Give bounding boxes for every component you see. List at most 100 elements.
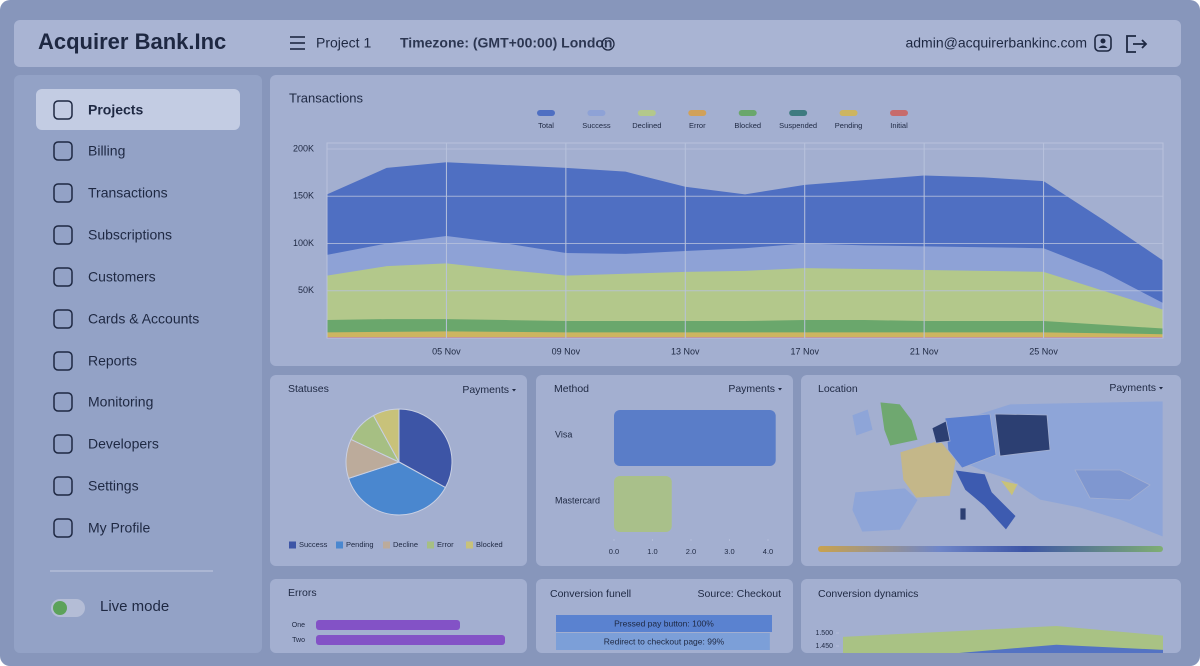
x-tick-label: 21 Nov	[910, 346, 939, 356]
funnel-bar	[556, 615, 772, 632]
bar	[614, 476, 672, 532]
dropdown[interactable]: Payments	[728, 383, 775, 395]
legend-marker	[738, 110, 757, 116]
nav-item[interactable]: Projects	[88, 102, 143, 118]
x-tick-label: 17 Nov	[790, 346, 819, 356]
bar	[316, 635, 505, 645]
legend-marker	[336, 541, 343, 549]
dropdown[interactable]: Payments	[1109, 382, 1156, 394]
legend-label: Error	[437, 540, 454, 549]
card-title: Statuses	[288, 383, 329, 395]
map-scale-bar	[818, 546, 1163, 552]
legend-label[interactable]: Pending	[835, 121, 863, 130]
nav-item[interactable]: Subscriptions	[88, 227, 172, 243]
map-region	[851, 487, 919, 533]
legend-marker	[789, 110, 808, 116]
map-region	[999, 479, 1019, 497]
card-title: Conversion funell	[550, 588, 631, 600]
legend-marker	[839, 110, 858, 116]
plot	[843, 625, 1163, 653]
nav-item[interactable]: Transactions	[88, 185, 168, 201]
x-tick-label: 2.0	[686, 547, 696, 556]
nav-item[interactable]: Monitoring	[88, 394, 153, 410]
nav-icon	[53, 100, 73, 120]
map-region	[954, 469, 1017, 531]
category-label: One	[292, 622, 305, 629]
sidebar	[14, 75, 262, 653]
series-area	[327, 331, 1163, 338]
legend-marker	[289, 541, 296, 549]
legend-marker	[537, 110, 555, 116]
plot	[327, 162, 1163, 338]
method-card	[536, 375, 793, 566]
map-region	[994, 413, 1051, 457]
legend-label[interactable]: Blocked	[734, 121, 761, 130]
nav-icon	[53, 183, 73, 203]
legend-label[interactable]: Suspended	[779, 121, 817, 130]
user-icon[interactable]	[1094, 34, 1112, 52]
nav-item[interactable]: Reports	[88, 353, 137, 369]
legend-label: Decline	[393, 540, 418, 549]
logout-icon[interactable]	[1126, 35, 1148, 53]
legend-label[interactable]: Error	[689, 121, 706, 130]
y-tick-label: 1.500	[815, 630, 833, 637]
active-nav-highlight	[36, 89, 240, 130]
nav-icon	[53, 476, 73, 496]
map-region	[1074, 469, 1151, 501]
map-region	[944, 413, 997, 469]
nav-item[interactable]: My Profile	[88, 520, 150, 536]
live-toggle[interactable]	[51, 599, 85, 617]
nav-icon	[53, 267, 73, 287]
category-label: Visa	[555, 429, 572, 439]
legend-label: Success	[299, 540, 328, 549]
dropdown[interactable]: Payments	[462, 384, 509, 396]
legend-marker	[637, 110, 656, 116]
nav-item[interactable]: Developers	[88, 436, 159, 452]
legend-marker	[688, 110, 707, 116]
nav-item[interactable]: Billing	[88, 143, 125, 159]
timezone: Timezone: (GMT+00:00) London	[400, 35, 612, 51]
help-icon[interactable]	[601, 37, 615, 51]
user-email: admin@acquirerbankinc.com	[905, 35, 1087, 51]
menu-icon[interactable]	[290, 36, 305, 50]
nav-item[interactable]: Settings	[88, 478, 139, 494]
dropdown-caret	[512, 389, 516, 392]
project-name[interactable]: Project 1	[316, 35, 371, 51]
x-tick-label: 0.0	[609, 547, 619, 556]
y-tick-label: 150K	[293, 191, 314, 201]
card-title: Location	[818, 383, 858, 395]
nav-item[interactable]: Cards & Accounts	[88, 311, 199, 327]
legend-label[interactable]: Total	[538, 121, 554, 130]
dropdown-caret	[778, 388, 782, 391]
series-area	[959, 644, 1163, 653]
y-tick-label: 200K	[293, 143, 314, 153]
nav-icon	[53, 351, 73, 371]
legend-marker	[890, 110, 908, 116]
x-tick-label: 13 Nov	[671, 346, 700, 356]
pie-slice	[398, 408, 453, 489]
map-region	[879, 401, 919, 447]
nav-icon	[53, 141, 73, 161]
x-tick-label: 4.0	[763, 547, 773, 556]
series-area	[327, 263, 1163, 338]
legend-label[interactable]: Declined	[632, 121, 661, 130]
legend-label[interactable]: Success	[582, 121, 611, 130]
card-title: Errors	[288, 587, 317, 599]
category-label: Two	[292, 637, 305, 644]
nav-icon	[53, 518, 73, 538]
legend-label: Pending	[346, 540, 374, 549]
nav-icon	[53, 392, 73, 412]
legend-marker	[587, 110, 606, 116]
nav-item[interactable]: Customers	[88, 269, 156, 285]
live-mode-label[interactable]: Live mode	[100, 598, 169, 615]
legend-label[interactable]: Initial	[890, 121, 908, 130]
funnel-label: Redirect to checkout page: 99%	[604, 636, 725, 646]
y-tick-label: 100K	[293, 238, 314, 248]
map-region	[959, 507, 967, 521]
nav-icon	[53, 309, 73, 329]
brand: Acquirer Bank.Inc	[38, 29, 226, 54]
card-title: Method	[554, 383, 589, 395]
card-title: Transactions	[289, 90, 363, 105]
